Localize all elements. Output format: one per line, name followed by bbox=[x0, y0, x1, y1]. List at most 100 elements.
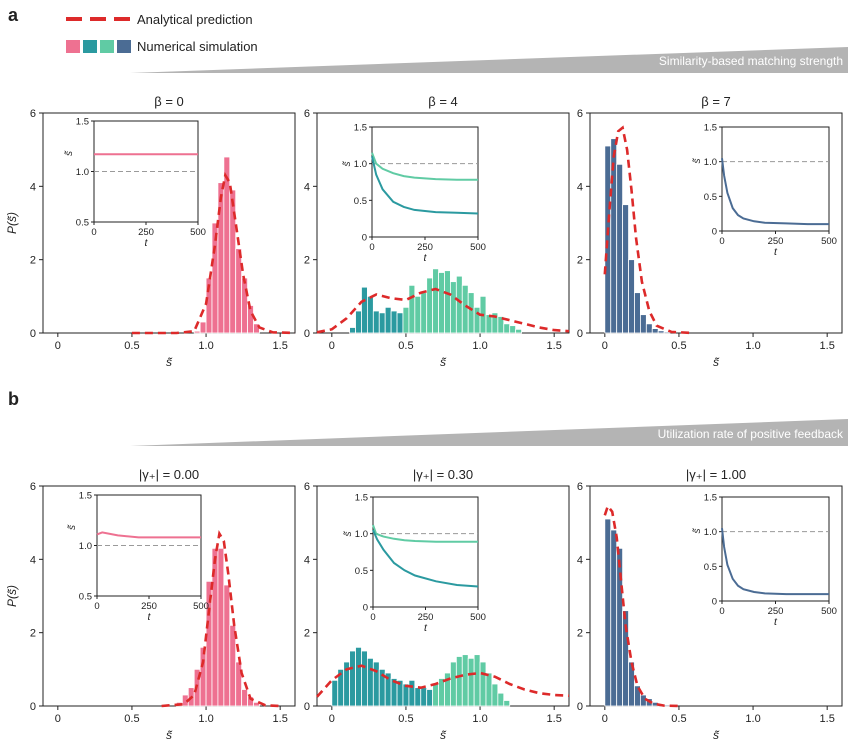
inset-y-axis-label: s̃ bbox=[343, 531, 354, 536]
inset-x-tick-label: 250 bbox=[418, 612, 434, 623]
x-axis-label: s̃ bbox=[440, 728, 447, 742]
histogram-bar bbox=[253, 701, 260, 707]
inset-y-tick-label: 0.5 bbox=[704, 562, 717, 573]
histogram-bar bbox=[199, 321, 207, 334]
inset-curve bbox=[372, 524, 478, 543]
x-tick-label: 0 bbox=[329, 713, 335, 725]
histogram-bar bbox=[372, 661, 380, 707]
histogram-bar bbox=[193, 330, 201, 334]
histogram-bar bbox=[408, 679, 416, 707]
y-tick-label: 2 bbox=[30, 255, 36, 267]
x-axis-label: s̃ bbox=[166, 355, 173, 369]
inset-y-tick-label: 1.5 bbox=[79, 491, 92, 502]
x-tick-label: 0 bbox=[602, 713, 608, 725]
x-tick-label: 0.5 bbox=[124, 713, 139, 725]
histogram-bar bbox=[426, 689, 434, 707]
inset-plot: 0 250 500 0 0.5 1.0 1.5 t s̃ bbox=[343, 493, 486, 635]
histogram-bar bbox=[663, 704, 671, 707]
x-tick-label: 0.5 bbox=[671, 340, 686, 352]
legend-analytical-label: Analytical prediction bbox=[137, 12, 253, 27]
x-tick-label: 0.5 bbox=[124, 340, 139, 352]
histogram-bar bbox=[372, 310, 380, 334]
histogram-bar bbox=[217, 182, 225, 334]
y-tick-label: 4 bbox=[577, 181, 583, 193]
histogram-bar bbox=[432, 268, 439, 334]
inset-x-tick-label: 0 bbox=[719, 236, 724, 247]
x-tick-label: 1.5 bbox=[547, 713, 562, 725]
subplot-title: β = 0 bbox=[154, 94, 184, 109]
inset-x-tick-label: 250 bbox=[141, 601, 157, 612]
subplot-beta-4: β = 4 0 0.5 1.0 1.5 0 2 4 6 s̃ 0 250 500 0 0.5 1.0 1.5 t s… bbox=[304, 94, 570, 369]
y-tick-label: 6 bbox=[304, 108, 310, 120]
x-tick-label: 0 bbox=[55, 713, 61, 725]
histogram-bar bbox=[241, 277, 248, 334]
y-tick-label: 2 bbox=[304, 255, 310, 267]
histogram-bar bbox=[247, 305, 254, 334]
histogram-bar bbox=[622, 204, 629, 334]
y-tick-label: 6 bbox=[304, 481, 310, 493]
x-tick-label: 0.5 bbox=[398, 340, 413, 352]
histogram-bar bbox=[414, 687, 422, 707]
banner-a-wedge bbox=[130, 47, 848, 73]
histogram-bar bbox=[461, 284, 469, 334]
panel-label-b: b bbox=[8, 389, 19, 409]
y-tick-label: 0 bbox=[304, 328, 310, 340]
histogram-bar bbox=[515, 328, 522, 334]
analytical-curve bbox=[603, 125, 694, 335]
inset-x-tick-label: 250 bbox=[417, 242, 433, 253]
histogram-bar bbox=[628, 661, 635, 707]
x-tick-label: 1.0 bbox=[745, 340, 760, 352]
legend-swatch-teal-dark bbox=[83, 40, 97, 53]
inset-x-tick-label: 0 bbox=[369, 242, 374, 253]
histogram-bar bbox=[331, 679, 339, 707]
histogram-bar bbox=[485, 314, 493, 334]
legend-swatch-teal-light bbox=[100, 40, 114, 53]
inset-y-tick-label: 1.5 bbox=[704, 493, 717, 504]
histogram-bar bbox=[610, 529, 618, 707]
inset-curve bbox=[371, 152, 478, 181]
y-tick-label: 0 bbox=[577, 328, 583, 340]
subplot-gamma-1-00: |γ₊| = 1.00 0 0.5 1.0 1.5 0 2 4 6 s̃ 0 250 500 0 0.5 1.… bbox=[577, 467, 843, 742]
histogram-bar bbox=[414, 295, 422, 334]
histogram-bar bbox=[217, 547, 225, 707]
legend-numerical-label: Numerical simulation bbox=[137, 39, 258, 54]
histogram-bar bbox=[503, 323, 511, 334]
inset-y-tick-label: 0 bbox=[363, 603, 368, 614]
histogram-bar bbox=[355, 646, 362, 707]
histogram-bar bbox=[432, 683, 439, 707]
inset-curve bbox=[372, 529, 479, 588]
inset-y-tick-label: 0.5 bbox=[704, 192, 717, 203]
histogram-bar bbox=[420, 687, 428, 707]
histogram-bar bbox=[366, 657, 374, 707]
histogram-bar bbox=[467, 657, 475, 707]
histogram-bar bbox=[657, 330, 665, 334]
histogram-bar bbox=[199, 646, 207, 707]
histogram-bar bbox=[223, 584, 231, 707]
inset-y-tick-label: 0 bbox=[362, 233, 367, 244]
subplot-beta-7: β = 7 0 0.5 1.0 1.5 0 2 4 6 s̃ 0 250 500 0 0.5 1.0 1.5 t s… bbox=[577, 94, 843, 369]
y-tick-label: 6 bbox=[30, 481, 36, 493]
histogram-bar bbox=[628, 259, 635, 334]
banner-b-label: Utilization rate of positive feedback bbox=[658, 427, 844, 441]
inset-y-axis-label: s̃ bbox=[692, 158, 703, 163]
histogram-bar bbox=[467, 292, 475, 334]
inset-y-tick-label: 1.5 bbox=[704, 123, 717, 134]
inset-y-tick-label: 1.5 bbox=[355, 493, 368, 504]
histogram-bar bbox=[651, 328, 659, 334]
inset-plot: 0 250 500 0 0.5 1.0 1.5 t s̃ bbox=[692, 123, 837, 259]
histogram-bar bbox=[408, 284, 416, 334]
analytical-curve bbox=[131, 171, 296, 335]
histogram-bar bbox=[616, 163, 624, 334]
inset-frame bbox=[372, 496, 479, 608]
y-axis-label: P(s̃) bbox=[5, 585, 19, 607]
histogram-bar bbox=[634, 292, 641, 334]
analytical-curve bbox=[603, 503, 679, 708]
inset-y-axis-label: s̃ bbox=[64, 151, 75, 156]
histogram-bar bbox=[390, 310, 398, 334]
legend-swatch-pink bbox=[66, 40, 80, 53]
inset-plot: 0 250 500 0.5 1.0 1.5 t s̃ bbox=[64, 117, 206, 250]
inset-frame bbox=[371, 126, 479, 238]
x-tick-label: 1.0 bbox=[472, 713, 487, 725]
inset-y-tick-label: 1.5 bbox=[354, 123, 367, 134]
inset-x-tick-label: 0 bbox=[94, 601, 99, 612]
